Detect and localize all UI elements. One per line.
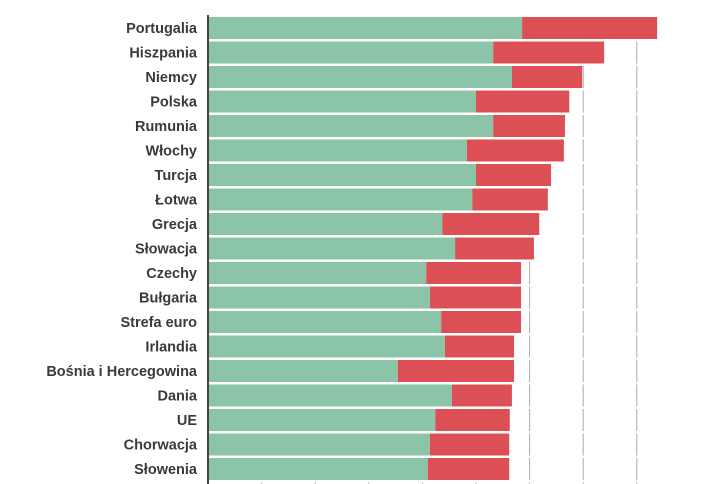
bar-segment-red [427,458,510,480]
bar-segment-red [493,41,605,64]
bar-segment-red [444,335,515,358]
bar-segment-green [208,458,428,480]
bar-segment-green [208,384,452,407]
bar-segment-red [466,139,564,162]
bar-segment-red [429,433,510,456]
bar-segment-red [451,384,512,407]
bar-segment-green [208,360,398,382]
category-label: Turcja [155,168,198,184]
category-label: Polska [150,95,198,111]
bar-segment-red [455,237,534,260]
category-label: Chorwacja [124,438,198,454]
category-label: Grecja [152,217,198,233]
category-label: Rumunia [135,119,198,135]
bar-segment-red [429,286,522,309]
bar-segment-green [208,433,430,456]
category-label: Portugalia [126,21,198,37]
category-label: Dania [158,389,198,405]
bar-segment-red [476,164,552,186]
bar-segment-red [511,66,583,88]
category-label: Słowacja [135,242,198,258]
category-label: Hiszpania [129,46,198,62]
bar-segment-green [208,164,476,186]
category-label: Słowenia [134,462,198,478]
bar-segment-red [522,17,658,39]
bar-segment-green [208,409,436,431]
category-label: Bułgaria [139,291,198,307]
category-labels: Portugalia Hiszpania Niemcy Polska Rumunia Wł… [46,21,198,478]
bar-segment-red [435,409,510,431]
bars [208,14,664,483]
bar-segment-green [208,139,467,162]
bar-segment-green [208,66,512,88]
bar-segment-green [208,90,476,113]
bar-segment-red [476,90,570,113]
bar-segment-red [441,311,522,333]
bar-segment-red [426,262,522,284]
category-label: Czechy [146,266,197,282]
bar-segment-green [208,188,473,211]
bar-segment-red [442,213,540,235]
category-label: Łotwa [155,193,198,209]
bar-segment-green [208,41,494,64]
bar-segment-green [208,17,523,39]
category-label: Bośnia i Hercegowina [46,364,198,380]
bar-segment-red [397,360,515,382]
bar-segment-green [208,262,427,284]
category-label: Strefa euro [120,315,197,331]
bar-segment-red [493,115,565,137]
bar-segment-green [208,213,443,235]
bar-segment-red [472,188,548,211]
bar-segment-green [208,115,494,137]
category-label: Irlandia [145,340,198,356]
category-label: Niemcy [145,70,197,86]
bar-segment-green [208,335,445,358]
bar-segment-green [208,311,442,333]
bar-segment-green [208,237,456,260]
category-label: UE [177,413,197,429]
category-label: Włochy [145,144,197,160]
bar-segment-green [208,286,430,309]
